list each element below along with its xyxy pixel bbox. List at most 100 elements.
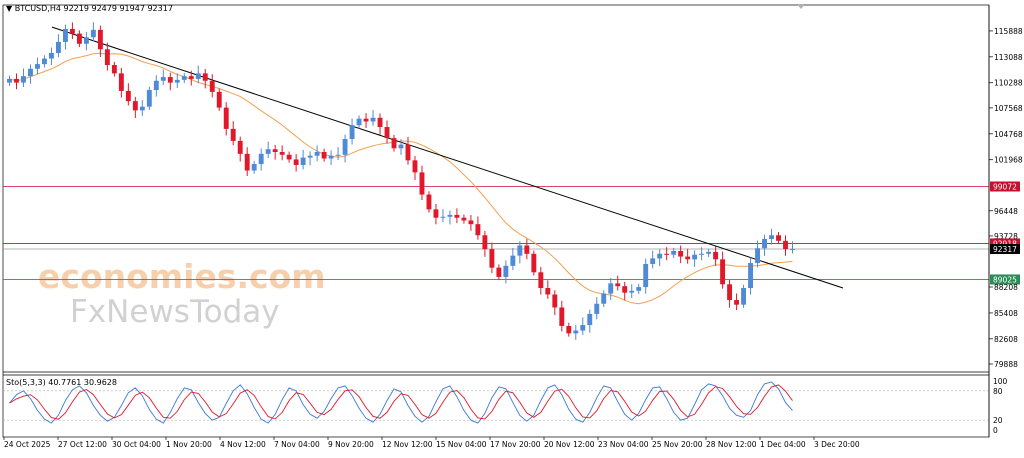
candle	[167, 72, 173, 91]
candle	[146, 86, 152, 110]
candle	[398, 139, 404, 155]
candle-body	[727, 284, 733, 301]
candle	[657, 249, 663, 267]
candle-body	[83, 37, 89, 44]
candle-body	[328, 155, 334, 159]
candle	[209, 74, 215, 98]
candle-body	[419, 172, 425, 195]
candle	[440, 209, 446, 223]
candle	[28, 64, 33, 84]
candle-body	[370, 117, 376, 122]
price-label-92317: 92317	[993, 245, 1017, 254]
candle	[174, 73, 180, 89]
candle-body	[174, 79, 180, 83]
time-tick-label: 28 Nov 12:00	[706, 440, 757, 449]
candle	[223, 102, 229, 136]
candle	[314, 145, 320, 162]
price-label-box-92918	[990, 238, 1020, 249]
candle-body	[251, 164, 257, 171]
time-tick-label: 23 Nov 04:00	[598, 440, 649, 449]
candle-body	[643, 263, 649, 288]
chart-shift-marker[interactable]	[797, 4, 805, 9]
candle	[720, 251, 726, 289]
price-tick-label: 101968	[994, 156, 1023, 165]
candle-body	[272, 149, 278, 153]
candle-body	[230, 128, 236, 141]
candle-body	[118, 73, 124, 91]
candle-body	[566, 325, 572, 334]
axes: 115888 113088 110288 107568 104768 101968 9907…	[3, 5, 1023, 449]
candle-body	[167, 77, 173, 83]
candle	[580, 317, 586, 335]
candle-body	[496, 267, 502, 277]
downtrend-line[interactable]	[51, 26, 844, 289]
candle-body	[342, 139, 348, 155]
time-tick-label: 12 Nov 12:00	[382, 440, 433, 449]
candle	[335, 147, 341, 161]
candle	[545, 280, 551, 299]
candle-body	[524, 245, 530, 254]
price-tick-label: 79888	[994, 360, 1018, 369]
price-label-box-92317	[990, 244, 1020, 255]
candle-body	[559, 307, 565, 326]
candle	[454, 208, 460, 224]
candle-body	[195, 73, 201, 79]
candle-body	[447, 214, 453, 217]
candle	[265, 141, 271, 159]
candle	[468, 215, 474, 231]
candle-body	[748, 263, 754, 289]
stoch-tick-label: 0	[993, 426, 998, 435]
candle	[42, 55, 47, 68]
candle-body	[216, 91, 222, 108]
candle	[356, 115, 362, 129]
candle	[153, 75, 159, 97]
candle-body	[398, 144, 404, 149]
candle-body	[21, 76, 26, 83]
candle-body	[139, 106, 145, 111]
candle-body	[363, 118, 369, 122]
main-pane	[3, 22, 989, 340]
candle	[594, 297, 600, 320]
candle	[482, 230, 488, 257]
candle-body	[685, 256, 691, 260]
candle	[447, 210, 453, 225]
candle	[517, 241, 523, 264]
candle-body	[104, 49, 110, 66]
candle	[90, 22, 96, 42]
candle	[419, 165, 425, 201]
candle-body	[580, 325, 586, 331]
candle-body	[461, 217, 467, 221]
candle-body	[454, 214, 460, 218]
price-label-89025: 89025	[993, 275, 1017, 284]
price-tick-label: 115888	[994, 27, 1023, 36]
candle	[377, 113, 383, 135]
candle	[489, 242, 495, 274]
time-tick-label: 7 Nov 04:00	[274, 440, 320, 449]
candle-body	[664, 253, 670, 255]
candle	[734, 293, 740, 311]
candle-body	[62, 28, 68, 42]
candle	[384, 120, 390, 144]
time-tick-label: 24 Oct 2025	[4, 440, 51, 449]
candle	[181, 72, 187, 84]
candle	[188, 70, 194, 86]
candle	[62, 24, 68, 50]
candle	[622, 281, 628, 301]
stoch-d-line	[9, 384, 793, 420]
candle-body	[321, 152, 327, 159]
candle-body	[307, 155, 313, 158]
candle-body	[734, 300, 740, 305]
candle	[671, 247, 677, 258]
candle	[783, 235, 788, 256]
candle	[426, 191, 432, 213]
candle	[321, 148, 327, 162]
candle	[230, 121, 236, 146]
candle	[349, 118, 355, 145]
candle	[615, 275, 621, 291]
candle-body	[783, 240, 788, 250]
candle-body	[181, 76, 187, 80]
candle	[125, 83, 131, 106]
symbol-info: ▼ BTCUSD,H4 92219 92479 91947 92317	[6, 4, 173, 13]
dropdown-triangle-icon[interactable]: ▼	[6, 4, 13, 13]
